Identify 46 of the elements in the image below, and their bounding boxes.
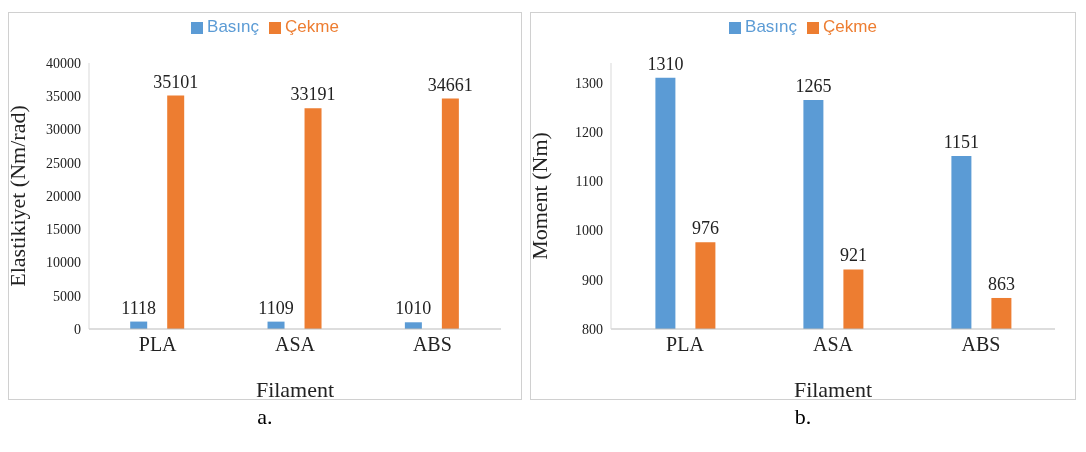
- y-tick-label: 35000: [46, 89, 81, 105]
- bar: [441, 98, 459, 329]
- data-label: 976: [691, 218, 719, 239]
- y-tick-label: 20000: [46, 188, 81, 204]
- bar: [304, 108, 322, 329]
- x-axis-title: Filament: [255, 377, 335, 402]
- y-tick-label: 10000: [46, 255, 81, 271]
- x-tick-label: ASA: [274, 333, 316, 356]
- y-tick-label: 25000: [46, 155, 81, 171]
- y-axis-title: Elastikiyet (Nm/rad): [4, 105, 30, 287]
- data-label: 1109: [258, 297, 294, 318]
- data-label: 1265: [795, 75, 832, 96]
- y-tick-label: 1300: [575, 75, 603, 91]
- data-label: 1118: [121, 297, 157, 318]
- y-tick-label: 30000: [46, 122, 81, 138]
- x-tick-label: ASA: [812, 333, 854, 356]
- data-label: 921: [839, 245, 867, 266]
- data-label: 35101: [153, 71, 199, 92]
- legend-label: Basınç: [207, 17, 260, 36]
- data-label: 1310: [647, 53, 684, 74]
- y-tick-label: 900: [582, 272, 603, 288]
- y-tick-label: 800: [582, 321, 603, 337]
- data-label: 34661: [427, 74, 473, 95]
- y-axis-title: Moment (Nm): [526, 132, 552, 260]
- x-tick-label: ABS: [412, 333, 452, 356]
- legend-label: Çekme: [823, 17, 877, 36]
- x-tick-label: PLA: [666, 333, 705, 356]
- bar: [167, 95, 185, 329]
- y-tick-label: 0: [74, 321, 81, 337]
- x-tick-label: PLA: [138, 333, 178, 356]
- data-label: 1151: [943, 132, 980, 153]
- legend-label: Basınç: [745, 17, 798, 36]
- data-label: 33191: [290, 84, 336, 105]
- y-tick-label: 1200: [575, 124, 603, 140]
- legend-label: Çekme: [285, 17, 339, 36]
- y-tick-label: 15000: [46, 222, 81, 238]
- x-axis-title: Filament: [793, 377, 873, 402]
- y-tick-label: 40000: [46, 55, 81, 71]
- text: b.: [793, 404, 813, 430]
- text: a.: [256, 404, 274, 430]
- data-label: 1010: [395, 298, 432, 319]
- y-tick-label: 1100: [575, 174, 603, 190]
- data-label: 863: [987, 273, 1015, 294]
- y-tick-label: 1000: [575, 223, 603, 239]
- y-tick-label: 5000: [53, 288, 81, 304]
- x-tick-label: ABS: [961, 333, 1001, 356]
